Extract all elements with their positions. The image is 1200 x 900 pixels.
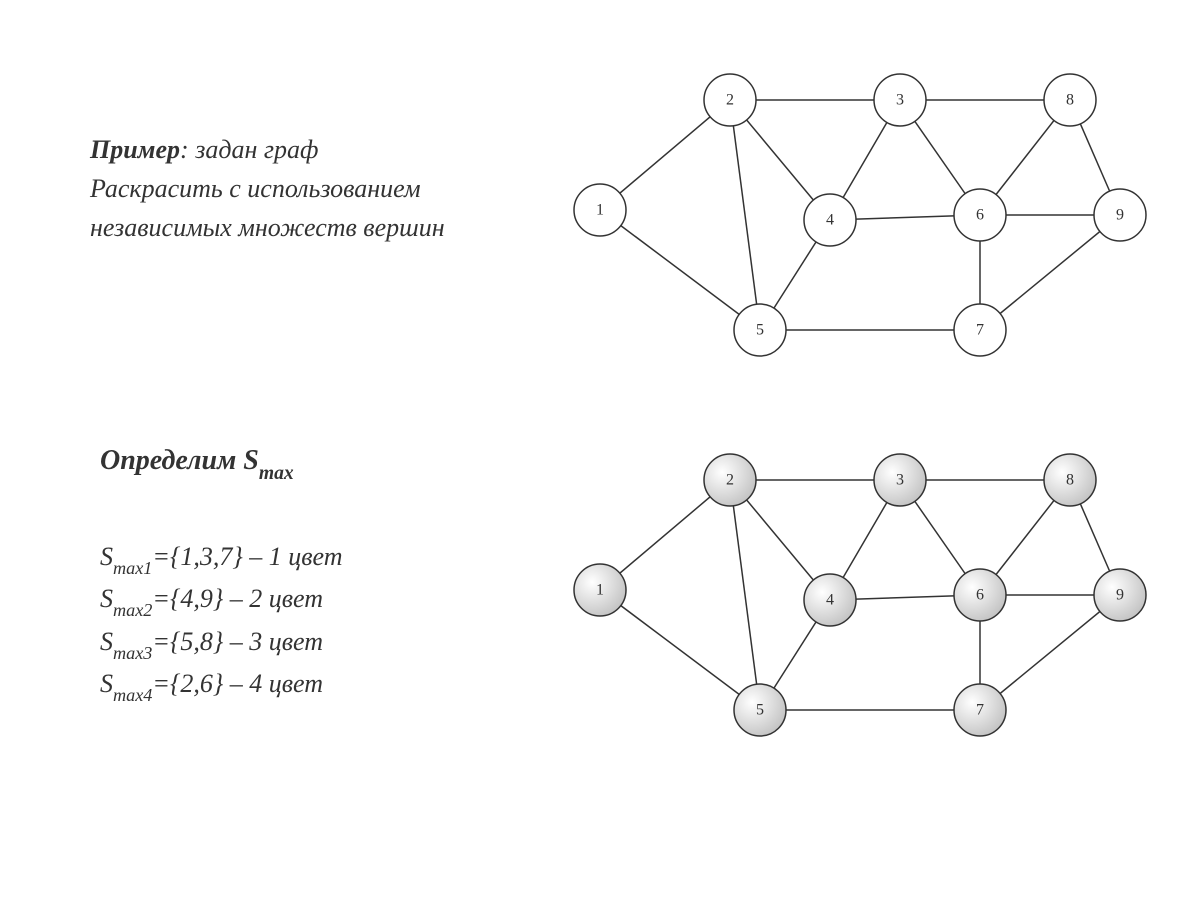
graph-node: 8	[1044, 74, 1096, 126]
graph-node-label: 1	[596, 582, 604, 599]
graph-node: 6	[954, 569, 1006, 621]
graph-node-label: 2	[726, 92, 734, 109]
graph-node: 2	[704, 454, 756, 506]
graph-node: 3	[874, 454, 926, 506]
graph-edge	[730, 480, 760, 710]
graph-node-label: 5	[756, 322, 764, 339]
smax-text-block: Определим Smax Smax1={1,3,7} – 1 цветSma…	[100, 440, 343, 707]
graph-node-label: 3	[896, 472, 904, 489]
graph-node: 9	[1094, 189, 1146, 241]
graph-node: 7	[954, 684, 1006, 736]
graph-top: 1 2 3 4 5 6 7 8 9	[540, 60, 1180, 380]
smax-line-sub: max1	[113, 558, 152, 578]
smax-heading: Определим Smax	[100, 440, 343, 485]
page-root: Пример: задан граф Раскрасить с использо…	[0, 0, 1200, 900]
graph-node: 4	[804, 574, 856, 626]
graph-edge	[980, 595, 1120, 710]
smax-line-rest: ={4,9} – 2 цвет	[152, 584, 323, 613]
graph-node-label: 6	[976, 587, 984, 604]
graph-node-label: 1	[596, 202, 604, 219]
graph-node: 3	[874, 74, 926, 126]
graph-node-label: 9	[1116, 587, 1124, 604]
graph-node-label: 8	[1066, 472, 1074, 489]
smax-line-pre: S	[100, 542, 113, 571]
graph-node: 7	[954, 304, 1006, 356]
graph-edge	[600, 210, 760, 330]
graph-node: 8	[1044, 454, 1096, 506]
graph-node-label: 9	[1116, 207, 1124, 224]
example-line-2: Раскрасить с использованием	[90, 169, 445, 208]
smax-line-rest: ={1,3,7} – 1 цвет	[152, 542, 342, 571]
graph-node: 1	[574, 564, 626, 616]
graph-node: 1	[574, 184, 626, 236]
smax-line-rest: ={5,8} – 3 цвет	[152, 627, 323, 656]
graph-node-label: 6	[976, 207, 984, 224]
example-line-3: независимых множеств вершин	[90, 208, 445, 247]
graph-node-label: 4	[826, 592, 834, 609]
graph-node: 5	[734, 304, 786, 356]
graph-edge	[600, 590, 760, 710]
smax-line-pre: S	[100, 627, 113, 656]
smax-line-sub: max4	[113, 685, 152, 705]
graph-node: 9	[1094, 569, 1146, 621]
example-text-block: Пример: задан граф Раскрасить с использо…	[90, 130, 445, 247]
smax-line-pre: S	[100, 584, 113, 613]
graph-node: 4	[804, 194, 856, 246]
example-title-bold: Пример	[90, 135, 180, 164]
graph-node-label: 3	[896, 92, 904, 109]
smax-heading-sub: max	[259, 463, 294, 484]
graph-bottom: 1 2 3 4 5 6 7 8 9	[540, 440, 1180, 760]
graph-node-label: 7	[976, 322, 984, 339]
smax-line-rest: ={2,6} – 4 цвет	[152, 669, 323, 698]
graph-node: 6	[954, 189, 1006, 241]
example-title-rest: : задан граф	[180, 135, 318, 164]
smax-line-sub: max3	[113, 643, 152, 663]
smax-line: Smax3={5,8} – 3 цвет	[100, 622, 343, 664]
smax-line: Smax1={1,3,7} – 1 цвет	[100, 537, 343, 579]
smax-heading-pre: Определим S	[100, 445, 259, 476]
graph-node: 2	[704, 74, 756, 126]
smax-line: Smax2={4,9} – 2 цвет	[100, 579, 343, 621]
graph-bottom-edges	[600, 480, 1120, 710]
graph-node: 5	[734, 684, 786, 736]
graph-node-label: 4	[826, 212, 834, 229]
graph-edge	[730, 100, 760, 330]
smax-lines-container: Smax1={1,3,7} – 1 цветSmax2={4,9} – 2 цв…	[100, 537, 343, 707]
graph-node-label: 8	[1066, 92, 1074, 109]
graph-top-edges	[600, 100, 1120, 330]
graph-node-label: 5	[756, 702, 764, 719]
graph-edge	[980, 215, 1120, 330]
graph-node-label: 2	[726, 472, 734, 489]
smax-line: Smax4={2,6} – 4 цвет	[100, 664, 343, 706]
graph-node-label: 7	[976, 702, 984, 719]
smax-line-sub: max2	[113, 600, 152, 620]
example-title-line: Пример: задан граф	[90, 130, 445, 169]
smax-line-pre: S	[100, 669, 113, 698]
